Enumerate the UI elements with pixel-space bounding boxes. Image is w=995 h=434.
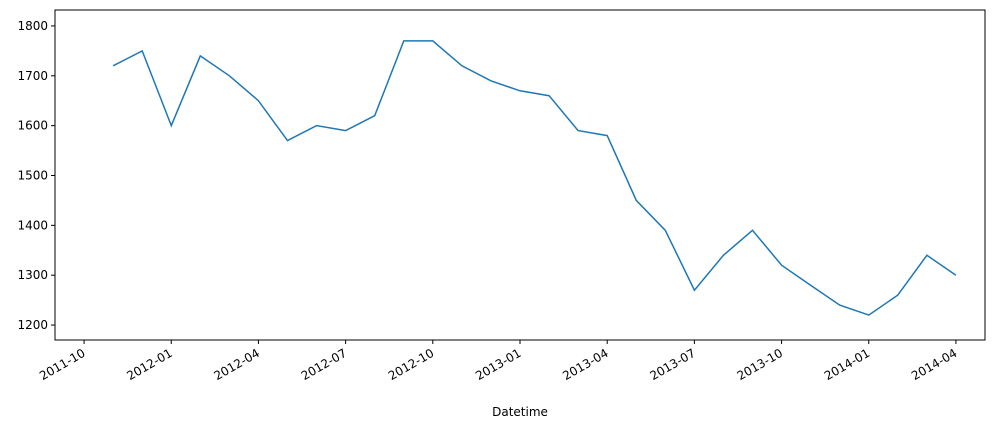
- x-tick-label: 2014-01: [822, 346, 872, 383]
- y-tick-label: 1800: [17, 19, 48, 33]
- y-tick-label: 1700: [17, 69, 48, 83]
- x-tick-label: 2012-04: [212, 346, 262, 383]
- x-tick-label: 2013-01: [473, 346, 523, 383]
- y-tick-label: 1400: [17, 218, 48, 232]
- x-tick-label: 2012-01: [124, 346, 174, 383]
- x-tick-label: 2011-10: [37, 346, 87, 383]
- x-tick-label: 2013-07: [647, 346, 697, 383]
- y-tick-label: 1500: [17, 168, 48, 182]
- x-tick-label: 2012-10: [386, 346, 436, 383]
- x-tick-label: 2012-07: [299, 346, 349, 383]
- x-tick-label: 2013-10: [735, 346, 785, 383]
- y-tick-label: 1300: [17, 268, 48, 282]
- x-tick-label: 2014-04: [909, 346, 959, 383]
- plot-frame: [54, 9, 986, 341]
- line: [112, 40, 957, 316]
- x-tick-label: 2013-04: [560, 346, 610, 383]
- x-axis-label: Datetime: [492, 405, 548, 419]
- y-tick-label: 1600: [17, 119, 48, 133]
- y-tick-label: 1200: [17, 318, 48, 332]
